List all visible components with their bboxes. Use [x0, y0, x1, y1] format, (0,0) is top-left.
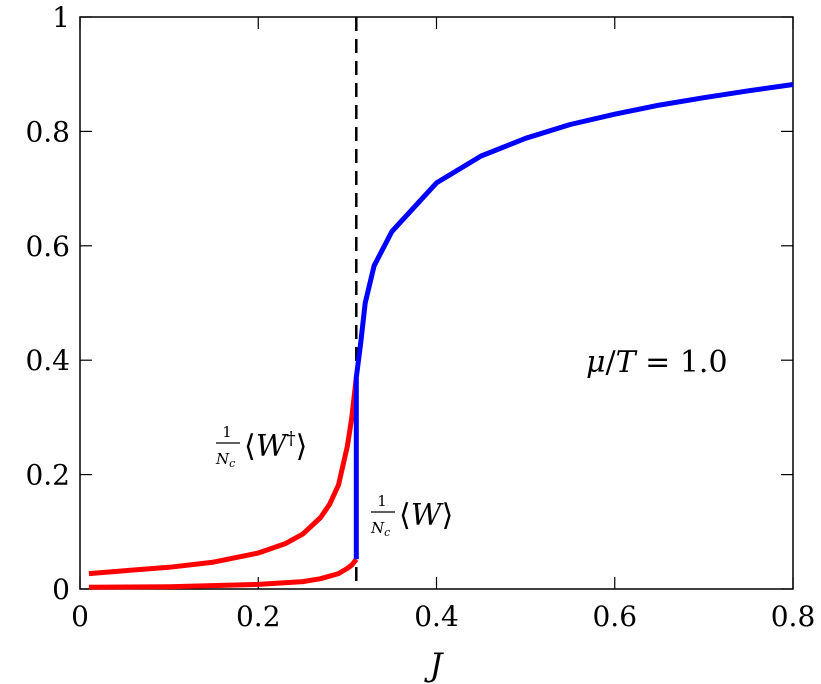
x-tick-label-4: 0.8: [771, 600, 816, 633]
svg-text:1: 1: [222, 423, 232, 441]
label-w: 1 Nc ⟨W⟩: [370, 492, 453, 539]
series-layer: [88, 82, 794, 590]
y-tick-label-4: 0.8: [25, 115, 70, 148]
series-line-2: [353, 82, 794, 560]
y-tick-label-1: 0.2: [25, 459, 70, 492]
y-tick-label-5: 1: [52, 1, 70, 34]
x-tick-label-1: 0.2: [236, 600, 281, 633]
y-tick-label-3: 0.6: [25, 230, 70, 263]
series-line-0: [88, 377, 359, 577]
tick-labels: 0 0.2 0.4 0.6 0.8 0 0.2 0.4 0.6 0.8 1: [25, 1, 815, 633]
ticks: [79, 16, 794, 590]
svg-text:⟨W⟩: ⟨W⟩: [399, 498, 453, 533]
svg-text:1: 1: [377, 492, 387, 510]
series-line-1: [88, 557, 359, 590]
y-tick-label-2: 0.4: [25, 344, 70, 377]
mu-over-t-annotation: μ/T = 1.0: [586, 345, 728, 380]
label-w-dagger: 1 Nc ⟨W†⟩: [215, 423, 307, 470]
svg-text:Nc: Nc: [215, 450, 235, 470]
svg-text:Nc: Nc: [370, 519, 390, 539]
x-tick-label-3: 0.6: [592, 600, 637, 633]
svg-text:⟨W†⟩: ⟨W†⟩: [244, 428, 307, 464]
x-tick-label-0: 0: [71, 600, 89, 633]
x-tick-label-2: 0.4: [414, 600, 459, 633]
x-axis-label: J: [424, 646, 445, 684]
y-tick-label-0: 0: [52, 573, 70, 606]
